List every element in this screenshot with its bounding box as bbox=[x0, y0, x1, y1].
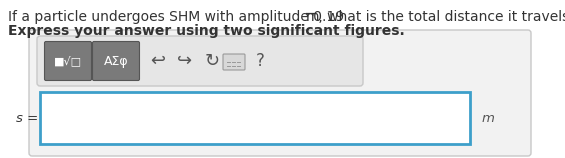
Text: , what is the total distance it travels in one period?: , what is the total distance it travels … bbox=[314, 10, 565, 24]
Text: s =: s = bbox=[16, 112, 38, 125]
FancyBboxPatch shape bbox=[93, 42, 140, 80]
FancyBboxPatch shape bbox=[40, 92, 470, 144]
Text: ↪: ↪ bbox=[177, 52, 193, 70]
Text: If a particle undergoes SHM with amplitude 0.19: If a particle undergoes SHM with amplitu… bbox=[8, 10, 349, 24]
Text: Express your answer using two significant figures.: Express your answer using two significan… bbox=[8, 24, 405, 38]
Text: ↩: ↩ bbox=[150, 52, 166, 70]
FancyBboxPatch shape bbox=[29, 30, 531, 156]
FancyBboxPatch shape bbox=[37, 36, 363, 86]
FancyBboxPatch shape bbox=[223, 54, 245, 70]
Text: m: m bbox=[306, 10, 319, 24]
Text: ■√□: ■√□ bbox=[54, 56, 82, 66]
Text: ↻: ↻ bbox=[205, 52, 220, 70]
Text: ?: ? bbox=[255, 52, 264, 70]
Text: ΑΣφ: ΑΣφ bbox=[104, 55, 128, 67]
FancyBboxPatch shape bbox=[45, 42, 92, 80]
Text: m: m bbox=[482, 112, 495, 125]
